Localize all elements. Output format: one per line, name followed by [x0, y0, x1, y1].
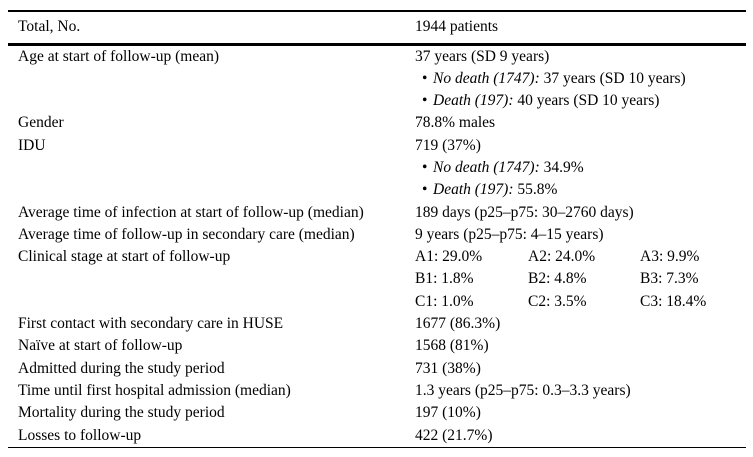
- row-label: Average time of follow-up in secondary c…: [18, 225, 355, 243]
- row-value: 37 years (SD 9 years) • No death (1747): 3…: [415, 46, 746, 113]
- clinical-stage-line: C1: 1.0% C2: 3.5% C3: 18.4%: [415, 291, 746, 313]
- row-value: 719 (37%) • No death (1747): 34.9% • Death (…: [415, 135, 746, 202]
- value-text: 9 years (p25–p75: 4–15 years): [415, 225, 604, 243]
- bullet-group-label: No death (1747):: [433, 69, 540, 87]
- clinical-stage-line: B1: 1.8% B2: 4.8% B3: 7.3%: [415, 268, 746, 290]
- value-text: 1568 (81%): [415, 337, 489, 355]
- header-divider-rule: [8, 42, 746, 46]
- row-label: Average time of infection at start of fo…: [18, 203, 364, 221]
- value-text: 731 (38%): [415, 359, 481, 377]
- bullet-group-label: No death (1747):: [433, 158, 540, 176]
- table-row: Gender 78.8% males: [8, 112, 746, 134]
- clinical-stage-cell: C2: 3.5%: [528, 292, 587, 310]
- table-row: Mortality during the study period 197 (10…: [8, 402, 746, 424]
- clinical-stage-cell: C3: 18.4%: [640, 292, 707, 310]
- row-value: 1677 (86.3%): [415, 313, 746, 335]
- value-text: 1.3 years (p25–p75: 0.3–3.3 years): [415, 381, 631, 399]
- table-row: Clinical stage at start of follow-up A1: …: [8, 246, 746, 313]
- row-value: 1568 (81%): [415, 335, 746, 357]
- bullet-value: 34.9%: [539, 158, 584, 176]
- bullet-line: • No death (1747): 34.9%: [415, 157, 746, 179]
- bullet-line: • Death (197): 55.8%: [415, 179, 746, 201]
- table-row: Time until first hospital admission (med…: [8, 380, 746, 402]
- table-row: Admitted during the study period 731 (38%…: [8, 358, 746, 380]
- row-label: First contact with secondary care in HUS…: [18, 315, 284, 333]
- table-header-row: Total, No. 1944 patients: [8, 12, 746, 43]
- value-text: 189 days (p25–p75: 30–2760 days): [415, 203, 634, 221]
- table-row: Losses to follow-up 422 (21.7%): [8, 425, 746, 447]
- bullet-value: 40 years (SD 10 years): [513, 92, 660, 110]
- bullet-line: • No death (1747): 37 years (SD 10 years): [415, 68, 746, 90]
- bullet-line: • Death (197): 40 years (SD 10 years): [415, 90, 746, 112]
- row-label: Age at start of follow-up (mean): [18, 47, 220, 65]
- row-label: Gender: [18, 114, 64, 132]
- row-label: Losses to follow-up: [18, 426, 142, 444]
- clinical-stage-cell: C1: 1.0%: [415, 292, 474, 310]
- clinical-stage-cell: B3: 7.3%: [640, 270, 699, 288]
- bullet-icon: •: [422, 92, 428, 110]
- bullet-icon: •: [422, 181, 428, 199]
- row-label: IDU: [18, 136, 46, 154]
- row-label: Clinical stage at start of follow-up: [18, 248, 231, 266]
- value-text: 78.8% males: [415, 114, 496, 132]
- table-row: Average time of follow-up in secondary c…: [8, 224, 746, 246]
- clinical-stage-cell: B2: 4.8%: [528, 270, 587, 288]
- row-label: Admitted during the study period: [18, 359, 225, 377]
- row-label: Naïve at start of follow-up: [18, 337, 183, 355]
- row-value: 78.8% males: [415, 112, 746, 134]
- clinical-stage-cell: A2: 24.0%: [528, 248, 596, 266]
- clinical-stage-line: A1: 29.0% A2: 24.0% A3: 9.9%: [415, 246, 746, 268]
- bullet-value: 37 years (SD 10 years): [539, 69, 686, 87]
- table-row: Age at start of follow-up (mean) 37 years…: [8, 46, 746, 113]
- bullet-group-label: Death (197):: [433, 92, 514, 110]
- row-label: Time until first hospital admission (med…: [18, 381, 291, 399]
- header-label: Total, No.: [18, 18, 81, 35]
- value-text: 719 (37%): [415, 136, 481, 154]
- clinical-stage-cell: B1: 1.8%: [415, 270, 474, 288]
- clinical-stage-cell: A1: 29.0%: [415, 248, 483, 266]
- table-row: Average time of infection at start of fo…: [8, 202, 746, 224]
- row-value: 1.3 years (p25–p75: 0.3–3.3 years): [415, 380, 746, 402]
- row-value: A1: 29.0% A2: 24.0% A3: 9.9% B1: 1.8% B2: 4.…: [415, 246, 746, 313]
- row-value: 189 days (p25–p75: 30–2760 days): [415, 202, 746, 224]
- bottom-rule: [8, 446, 746, 449]
- clinical-stage-cell: A3: 9.9%: [640, 248, 700, 266]
- table-row: First contact with secondary care in HUS…: [8, 313, 746, 335]
- bullet-value: 55.8%: [513, 181, 558, 199]
- header-value: 1944 patients: [415, 18, 499, 35]
- row-label: Mortality during the study period: [18, 404, 225, 422]
- row-value: 422 (21.7%): [415, 425, 746, 447]
- table-row: IDU 719 (37%) • No death (1747): 34.9% • Deat…: [8, 135, 746, 202]
- table-row: Naïve at start of follow-up 1568 (81%): [8, 335, 746, 357]
- value-text: 1677 (86.3%): [415, 315, 501, 333]
- bullet-group-label: Death (197):: [433, 181, 514, 199]
- table-body: Age at start of follow-up (mean) 37 years…: [8, 46, 746, 447]
- bullet-icon: •: [422, 69, 428, 87]
- row-value: 9 years (p25–p75: 4–15 years): [415, 224, 746, 246]
- row-value: 197 (10%): [415, 402, 746, 424]
- top-rule: [8, 10, 746, 12]
- row-value: 731 (38%): [415, 358, 746, 380]
- bullet-icon: •: [422, 158, 428, 176]
- patient-characteristics-table: Total, No. 1944 patients Age at start of…: [8, 10, 746, 449]
- value-text: 37 years (SD 9 years): [415, 47, 550, 65]
- value-text: 422 (21.7%): [415, 426, 493, 444]
- value-text: 197 (10%): [415, 404, 481, 422]
